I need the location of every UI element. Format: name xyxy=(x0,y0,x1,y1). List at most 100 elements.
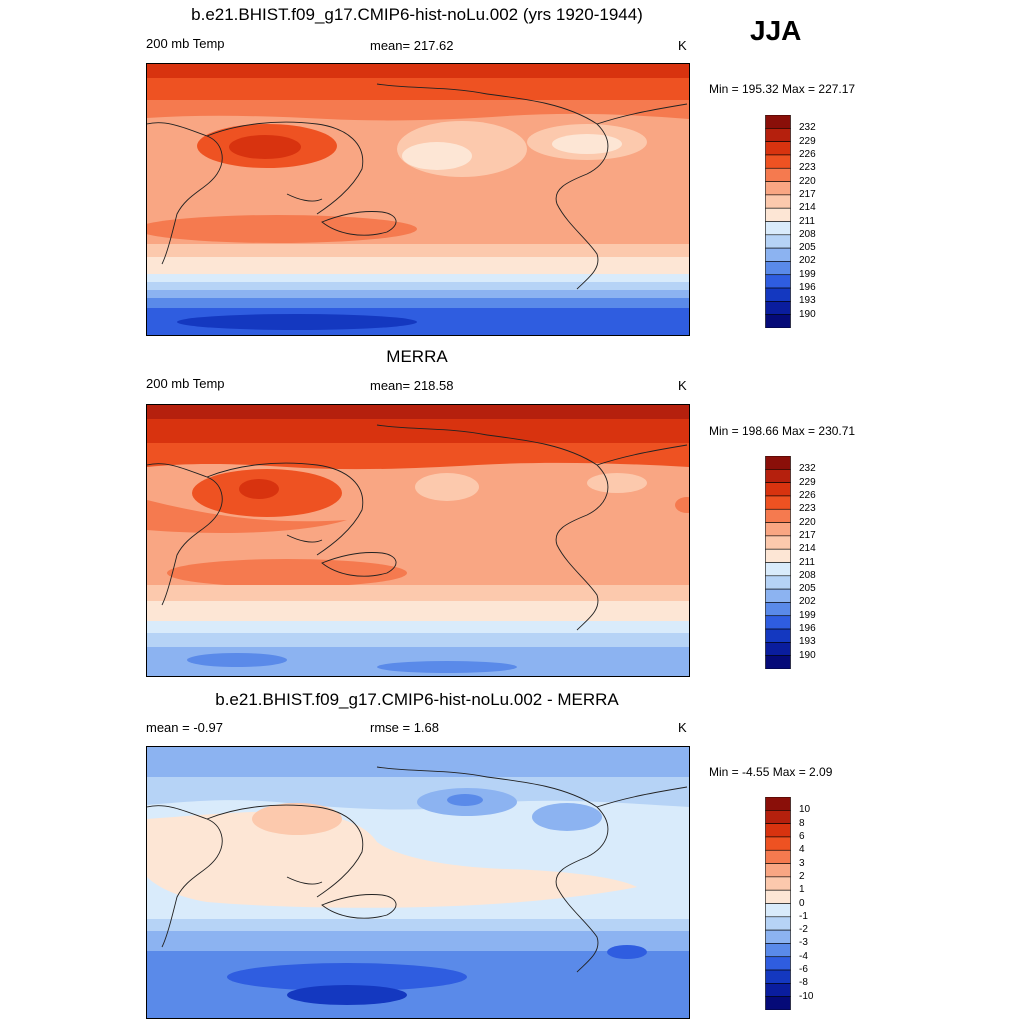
panel2-colorbar-swatch xyxy=(765,642,791,656)
panel2-colorbar-tick-label: 208 xyxy=(799,569,816,581)
panel1-title: b.e21.BHIST.f09_g17.CMIP6-hist-noLu.002 … xyxy=(191,5,643,24)
panel2-colorbar-swatch xyxy=(765,562,791,577)
panel1-colorbar-tick-label: 229 xyxy=(799,135,816,147)
panel1-colorbar-tick-label: 232 xyxy=(799,122,816,134)
panel3-colorbar-tick-label: -1 xyxy=(799,910,808,922)
panel2-colorbar-swatch xyxy=(765,455,791,470)
panel3-colorbar-tick-label: 10 xyxy=(799,804,811,816)
panel3-colorbar-swatch xyxy=(765,796,791,811)
panel2-colorbar-tick-label: 211 xyxy=(799,556,815,568)
panel3-colorbar-tick-label: -4 xyxy=(799,950,808,962)
panel3-colorbar-swatch xyxy=(765,903,791,918)
panel1-colorbar-swatch xyxy=(765,221,791,236)
panel3-colorbar-tick-label: 3 xyxy=(799,857,805,869)
panel2-colorbar-swatch xyxy=(765,508,791,523)
panel1-colorbar-swatch xyxy=(765,167,791,182)
panel2-colorbar-tick-label: 205 xyxy=(799,583,816,595)
panel1-colorbar-swatch xyxy=(765,247,791,262)
panel1-colorbar-swatch xyxy=(765,141,791,156)
panel3-colorbar-tick-label: -3 xyxy=(799,937,808,949)
panel1-colorbar-tick-label: 196 xyxy=(799,282,816,294)
panel1-mean: mean= 217.62 xyxy=(370,38,454,53)
panel3-colorbar-tick-label: -10 xyxy=(799,990,814,1002)
panel1-colorbar-tick-label: 193 xyxy=(799,295,816,307)
panel1-colorbar-swatch xyxy=(765,234,791,249)
panel2-colorbar-swatch xyxy=(765,655,791,670)
panel1-colorbar-tick-label: 205 xyxy=(799,242,816,254)
panel1-colorbar-tick-label: 223 xyxy=(799,162,816,174)
panel2-colorbar-swatch xyxy=(765,628,791,643)
panel3-colorbar-swatch xyxy=(765,956,791,971)
panel2-colorbar-swatch xyxy=(765,615,791,630)
panel1-colorbar-swatch xyxy=(765,181,791,196)
panel1-colorbar-tick-label: 202 xyxy=(799,255,816,267)
panel1-map xyxy=(146,63,690,336)
panel2-colorbar-swatch xyxy=(765,495,791,510)
panel2-colorbar-tick-label: 214 xyxy=(799,543,816,555)
panel2-colorbar-tick-label: 196 xyxy=(799,623,816,635)
panel3-colorbar-swatch xyxy=(765,810,791,824)
panel2-colorbar: 232 229 226 223 220 217 214 211 208 205 202 199 196 1… xyxy=(765,455,816,674)
panel2-colorbar-swatch xyxy=(765,482,791,497)
panel2-colorbar-tick-label: 220 xyxy=(799,516,816,528)
panel2-colorbar-swatch xyxy=(765,522,791,537)
panel3-minmax: Min = -4.55 Max = 2.09 xyxy=(709,765,833,779)
panel1-colorbar-swatch xyxy=(765,207,791,222)
panel2-colorbar-tick-label: 202 xyxy=(799,596,816,608)
panel1-colorbar-tick-label: 208 xyxy=(799,228,816,240)
season-label: JJA xyxy=(750,15,802,46)
panel3-colorbar-swatch xyxy=(765,943,791,958)
panel1-colorbar-tick-label: 190 xyxy=(799,308,816,320)
panel3-colorbar-swatch xyxy=(765,876,791,891)
panel3-colorbar-swatch xyxy=(765,836,791,851)
panel1-colorbar: 232 229 226 223 220 217 214 211 208 205 202 199 196 1… xyxy=(765,114,816,333)
panel3-units: K xyxy=(678,720,687,735)
panel3-difference-field xyxy=(147,747,689,1018)
panel1-colorbar-swatch xyxy=(765,314,791,329)
panel3-colorbar-tick-label: -2 xyxy=(799,924,808,936)
panel2-map xyxy=(146,404,690,677)
panel1-colorbar-swatch xyxy=(765,301,791,315)
panel3-colorbar-tick-label: 1 xyxy=(799,884,805,896)
panel1-units: K xyxy=(678,38,687,53)
panel2-temperature-field xyxy=(147,405,689,676)
panel3-colorbar-swatch xyxy=(765,889,791,904)
panel3-colorbar-tick-label: -8 xyxy=(799,977,808,989)
panel2-units: K xyxy=(678,378,687,393)
panel1-temperature-field xyxy=(147,64,689,335)
panel3-colorbar-tick-label: 8 xyxy=(799,817,805,829)
panel1-colorbar-tick-label: 199 xyxy=(799,268,816,280)
panel1-colorbar-swatch xyxy=(765,261,791,276)
panel1-colorbar-tick-label: 220 xyxy=(799,175,816,187)
panel1-colorbar-tick-label: 226 xyxy=(799,148,816,160)
panel2-colorbar-tick-label: 190 xyxy=(799,649,816,661)
panel3-colorbar-swatch xyxy=(765,996,791,1011)
panel3-colorbar-tick-label: -6 xyxy=(799,964,808,976)
panel2-colorbar-tick-label: 217 xyxy=(799,529,816,541)
panel1-colorbar-tick-label: 211 xyxy=(799,215,815,227)
panel1-colorbar-swatch xyxy=(765,128,791,142)
panel3-colorbar-swatch xyxy=(765,929,791,944)
panel3-colorbar-swatch xyxy=(765,823,791,838)
panel2-title: MERRA xyxy=(386,347,448,366)
panel3-colorbar-tick-label: 4 xyxy=(799,844,805,856)
panel1-variable: 200 mb Temp xyxy=(146,36,225,51)
panel2-colorbar-swatch xyxy=(765,588,791,603)
panel3-map xyxy=(146,746,690,1019)
panel3-colorbar-swatch xyxy=(765,983,791,997)
panel1-minmax: Min = 195.32 Max = 227.17 xyxy=(709,82,856,96)
panel1-colorbar-tick-label: 214 xyxy=(799,202,816,214)
panel3-colorbar-swatch xyxy=(765,863,791,878)
panel3-colorbar-tick-label: 2 xyxy=(799,870,805,882)
panel1-colorbar-swatch xyxy=(765,194,791,209)
panel1-colorbar-swatch xyxy=(765,274,791,289)
panel2-colorbar-tick-label: 199 xyxy=(799,609,816,621)
panel2-colorbar-swatch xyxy=(765,575,791,590)
panel3-rmse: rmse = 1.68 xyxy=(370,720,440,735)
panel2-colorbar-tick-label: 229 xyxy=(799,476,816,488)
panel2-mean: mean= 218.58 xyxy=(370,378,454,393)
panel2-minmax: Min = 198.66 Max = 230.71 xyxy=(709,424,856,438)
panel3-colorbar-tick-label: 6 xyxy=(799,830,805,842)
panel2-colorbar-tick-label: 193 xyxy=(799,636,816,648)
panel3-title: b.e21.BHIST.f09_g17.CMIP6-hist-noLu.002 … xyxy=(215,690,619,709)
